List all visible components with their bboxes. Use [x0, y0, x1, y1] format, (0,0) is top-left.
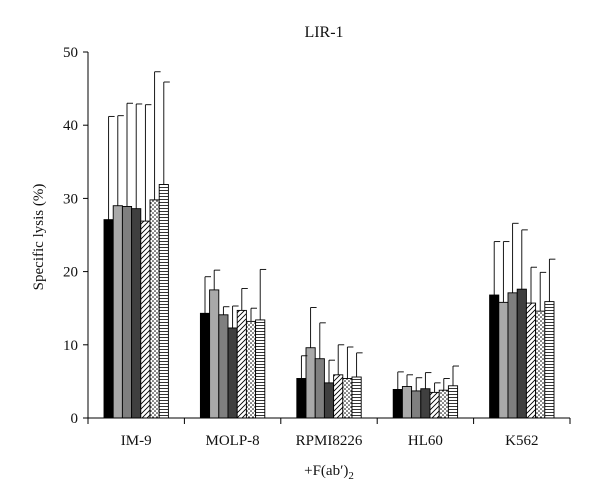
error-bar — [502, 241, 510, 303]
error-bar — [434, 382, 441, 393]
bar — [507, 292, 518, 419]
x-category-label: MOLP-8 — [206, 433, 260, 449]
error-bar — [548, 258, 556, 302]
chart-title: LIR-1 — [304, 24, 343, 41]
error-bar — [232, 305, 239, 328]
bar — [420, 388, 431, 419]
bar — [525, 302, 537, 419]
bar — [411, 390, 422, 419]
error-bar — [521, 229, 528, 290]
error-bar — [144, 104, 152, 222]
y-tick-label: 10 — [63, 338, 78, 354]
bar — [489, 294, 500, 419]
error-bar — [222, 306, 230, 315]
y-tick-label: 40 — [63, 118, 78, 134]
error-bar — [204, 276, 211, 314]
x-axis-label: +F(ab′)2 — [304, 463, 354, 482]
x-category-label: K562 — [505, 433, 538, 449]
bar — [516, 288, 527, 419]
x-category-label: IM-9 — [121, 433, 152, 449]
bar — [245, 320, 257, 419]
bar — [305, 347, 316, 419]
bar — [392, 389, 403, 419]
error-bar — [328, 359, 335, 383]
error-bar — [241, 287, 248, 311]
y-axis-label: Specific lysis (%) — [31, 184, 47, 291]
error-bar — [424, 372, 432, 389]
bar — [323, 382, 335, 419]
x-axis-ticks — [87, 418, 571, 424]
bar — [255, 319, 266, 419]
bar — [498, 301, 509, 419]
x-category-label: HL60 — [408, 433, 443, 449]
bar — [112, 205, 123, 419]
error-bar — [443, 378, 450, 391]
error-bar — [319, 322, 326, 359]
error-bar — [530, 266, 537, 304]
error-bar — [397, 371, 404, 390]
error-bar — [126, 102, 133, 207]
y-tick-label: 20 — [63, 265, 78, 281]
error-bar — [539, 271, 547, 312]
bar — [438, 389, 449, 419]
error-bar — [415, 377, 423, 391]
error-bars — [108, 71, 556, 393]
bar — [103, 219, 114, 419]
y-axis-ticks: 0 10 20 30 40 50 — [63, 45, 88, 427]
error-bar — [337, 344, 345, 375]
bar — [544, 301, 555, 419]
error-bar — [250, 307, 257, 322]
error-bar — [452, 365, 459, 386]
error-bar — [406, 374, 413, 387]
error-bar — [356, 352, 363, 378]
bar — [447, 385, 459, 419]
bar — [342, 378, 353, 419]
bar — [314, 358, 325, 419]
bar — [140, 220, 151, 419]
error-bar — [108, 115, 115, 220]
error-bar — [117, 115, 124, 206]
bar — [236, 309, 247, 419]
bar — [158, 184, 169, 419]
bar — [131, 208, 142, 419]
y-tick-label: 0 — [71, 411, 79, 427]
bar — [149, 199, 160, 419]
bar — [351, 376, 362, 419]
bar — [296, 378, 307, 419]
error-bar — [310, 307, 317, 348]
x-axis-label-main: +F(ab′) — [304, 463, 348, 479]
bar — [535, 310, 546, 419]
error-bar — [154, 71, 161, 200]
bar — [227, 327, 238, 419]
error-bar — [213, 269, 221, 290]
bar — [209, 289, 220, 419]
bar — [199, 312, 211, 419]
error-bar — [512, 222, 519, 293]
x-axis-category-labels: IM-9 MOLP-8 RPMI8226 HL60 K562 — [121, 433, 539, 449]
bar — [121, 206, 133, 419]
error-bar — [493, 241, 501, 296]
x-category-label: RPMI8226 — [296, 433, 363, 449]
bar-groups — [103, 184, 555, 419]
error-bar — [259, 268, 267, 320]
error-bar — [135, 103, 143, 209]
error-bar — [346, 346, 354, 379]
bar — [218, 314, 229, 419]
error-bar — [300, 355, 308, 379]
y-tick-label: 50 — [63, 45, 78, 61]
error-bar — [163, 81, 170, 185]
bar — [429, 391, 440, 419]
y-tick-label: 30 — [63, 191, 78, 207]
x-axis-label-subscript: 2 — [348, 470, 354, 482]
bar — [401, 386, 413, 419]
bar — [333, 374, 344, 419]
